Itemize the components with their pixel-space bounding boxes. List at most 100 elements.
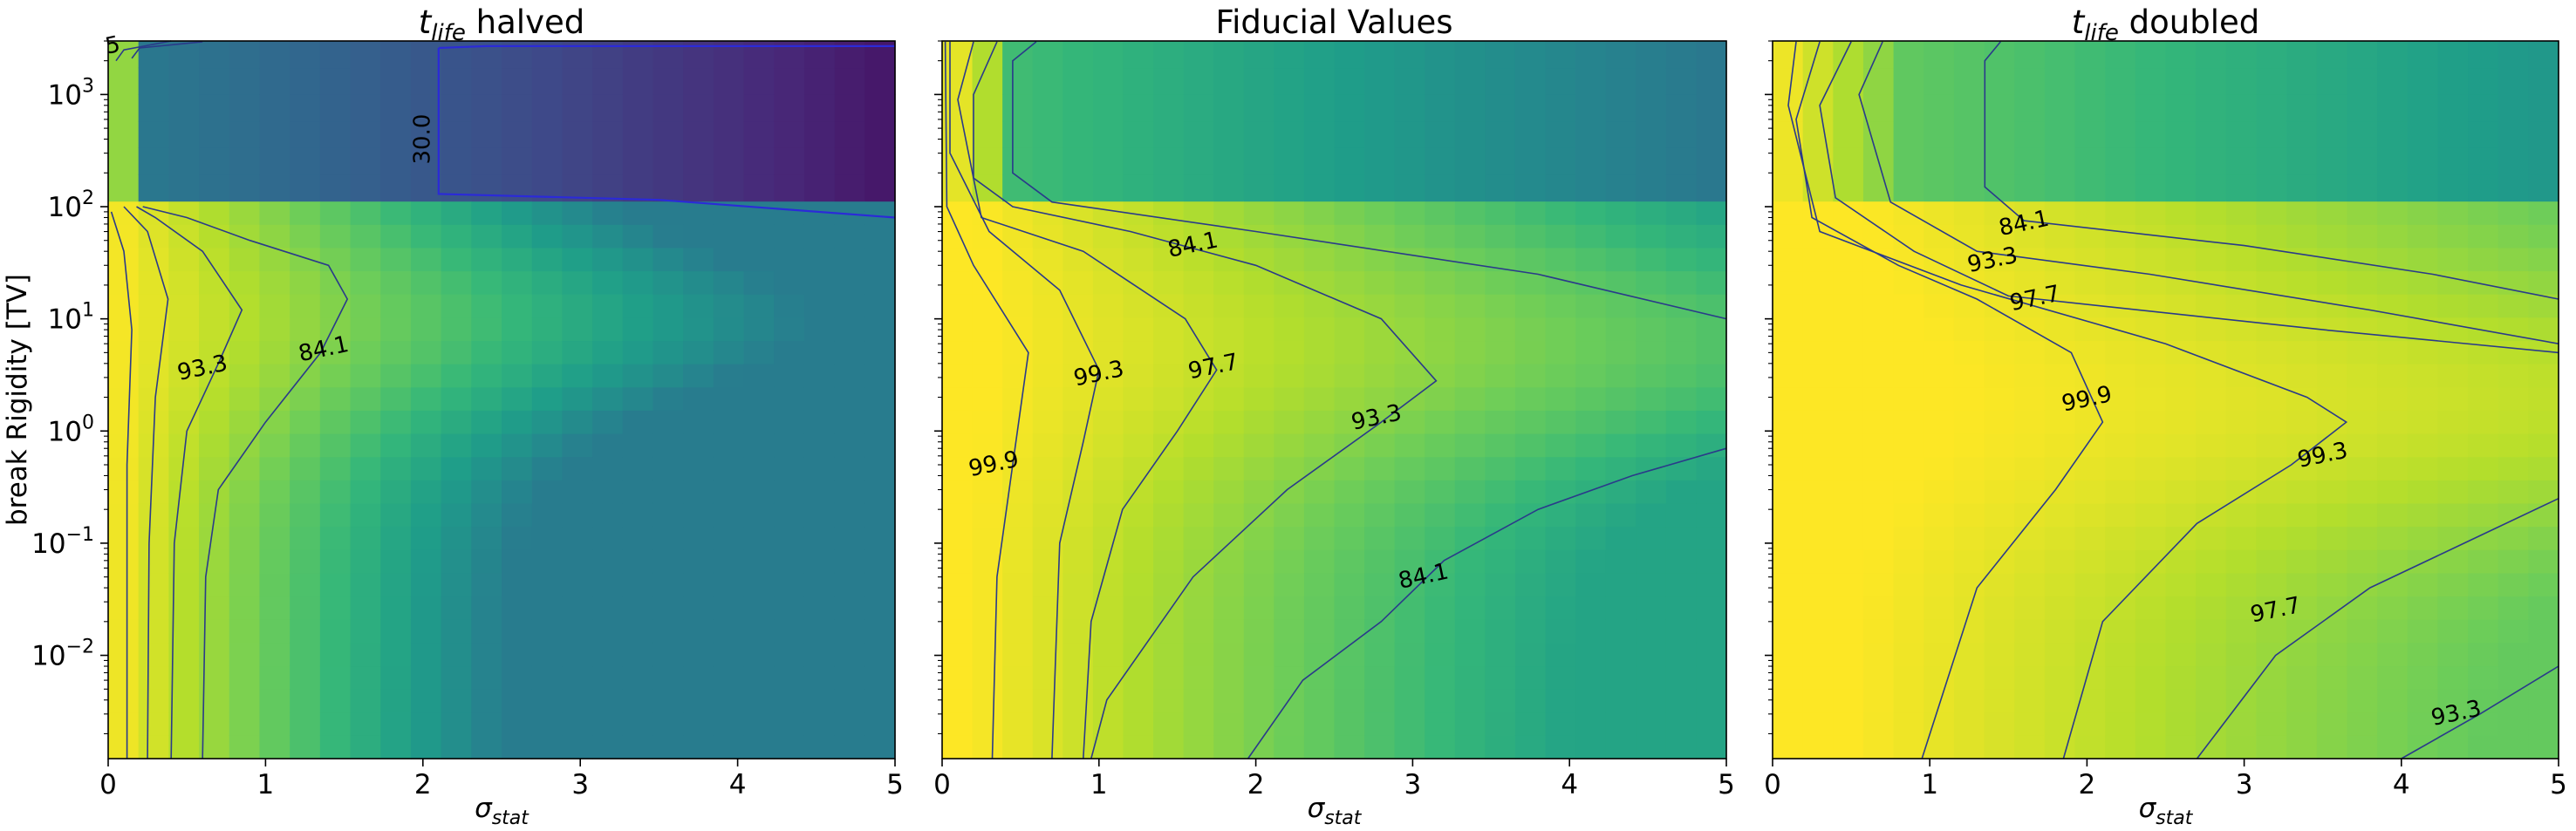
heatmap-cell [972, 735, 1003, 759]
heatmap-cell [864, 67, 896, 95]
heatmap-cell [2528, 317, 2559, 342]
heatmap-cell [1063, 94, 1094, 122]
heatmap-cell [653, 735, 684, 759]
heatmap-cell [1485, 456, 1516, 480]
heatmap-cell [622, 689, 654, 713]
heatmap-cell [1364, 549, 1396, 574]
heatmap-cell [562, 712, 593, 736]
heatmap-cell [319, 294, 352, 318]
heatmap-cell [1303, 410, 1336, 434]
heatmap-cell [2468, 526, 2499, 550]
heatmap-cell [1953, 94, 1985, 122]
heatmap-cell [290, 174, 321, 202]
heatmap-cell [1696, 549, 1727, 574]
heatmap-cell [1605, 120, 1636, 148]
heatmap-cell [2256, 224, 2287, 249]
heatmap-cell [1002, 41, 1034, 69]
heatmap-cell [774, 433, 805, 458]
heatmap-cell [1364, 270, 1396, 295]
heatmap-cell [168, 201, 200, 225]
heatmap-cell [2377, 502, 2409, 528]
heatmap-cell [471, 456, 502, 480]
heatmap-cell [199, 94, 230, 122]
heatmap-cell [2377, 94, 2409, 122]
heatmap-cell [622, 247, 654, 272]
heatmap-cell [592, 340, 624, 364]
heatmap-cell [319, 433, 352, 458]
heatmap-cell [1575, 67, 1607, 95]
heatmap-cell [2468, 619, 2499, 644]
plot-frame [107, 40, 896, 759]
heatmap-cell [531, 596, 563, 620]
heatmap-cell [1274, 386, 1305, 411]
heatmap-cell [531, 120, 563, 148]
heatmap-cell [259, 712, 290, 736]
heatmap-cell [1893, 712, 1924, 736]
heatmap-cell [108, 94, 140, 122]
heatmap-cell [2286, 596, 2318, 620]
heatmap-cell [2044, 174, 2076, 202]
heatmap-cell [1092, 433, 1124, 458]
heatmap-cell [1454, 67, 1486, 95]
heatmap-cell [2497, 480, 2529, 504]
heatmap-cell [229, 364, 261, 388]
heatmap-cell [713, 317, 745, 342]
heatmap-cell [108, 526, 140, 550]
heatmap-cell [1575, 433, 1607, 458]
heatmap-cell [1802, 364, 1834, 388]
heatmap-cell [168, 174, 200, 202]
heatmap-cell [1183, 94, 1214, 122]
heatmap-cell [229, 665, 261, 690]
heatmap-cell [1063, 480, 1094, 504]
x-axis-label: σstat [475, 793, 530, 829]
heatmap-cell [1213, 619, 1245, 644]
heatmap-cell [1605, 147, 1636, 175]
heatmap-cell [1696, 689, 1727, 713]
heatmap-cell [290, 619, 321, 644]
heatmap-cell [259, 433, 290, 458]
heatmap-cell [2468, 480, 2499, 504]
heatmap-cell [592, 712, 624, 736]
heatmap-cell [1032, 41, 1063, 69]
heatmap-cell [1153, 94, 1185, 122]
heatmap-cell [350, 340, 381, 364]
heatmap-cell [1923, 480, 1955, 504]
heatmap-cell [531, 94, 563, 122]
heatmap-cell [1665, 340, 1698, 364]
heatmap-cell [1605, 317, 1636, 342]
heatmap-cell [2014, 735, 2046, 759]
heatmap-cell [2196, 456, 2227, 480]
heatmap-cell [834, 642, 865, 667]
heatmap-cell [1032, 689, 1063, 713]
heatmap-cell [1485, 689, 1516, 713]
x-tick-label: 1 [1921, 769, 1938, 800]
heatmap-cell [319, 174, 352, 202]
heatmap-cell [1545, 735, 1576, 759]
heatmap-cell [1984, 596, 2015, 620]
heatmap-cell [1605, 224, 1636, 249]
heatmap-cell [1063, 549, 1094, 574]
heatmap-cell [1923, 67, 1955, 95]
heatmap-cell [1833, 340, 1864, 364]
heatmap-cell [2377, 247, 2409, 272]
heatmap-cell [834, 120, 865, 148]
heatmap-cell [199, 549, 230, 574]
heatmap-cell [622, 270, 654, 295]
heatmap-cell [410, 67, 442, 95]
heatmap-cell [410, 270, 442, 295]
heatmap-cell [168, 340, 200, 364]
heatmap-cell [502, 94, 533, 122]
heatmap-cell [1696, 642, 1727, 667]
heatmap-cell [1984, 317, 2015, 342]
heatmap-cell [502, 224, 533, 249]
heatmap-cell [713, 364, 745, 388]
heatmap-cell [229, 549, 261, 574]
heatmap-cell [2165, 502, 2197, 528]
heatmap-cell [774, 735, 805, 759]
heatmap-cell [1575, 619, 1607, 644]
heatmap-cell [380, 340, 412, 364]
heatmap-cell [441, 410, 472, 434]
heatmap-cell [562, 410, 593, 434]
heatmap-cell [350, 665, 381, 690]
heatmap-cell [972, 94, 1003, 122]
